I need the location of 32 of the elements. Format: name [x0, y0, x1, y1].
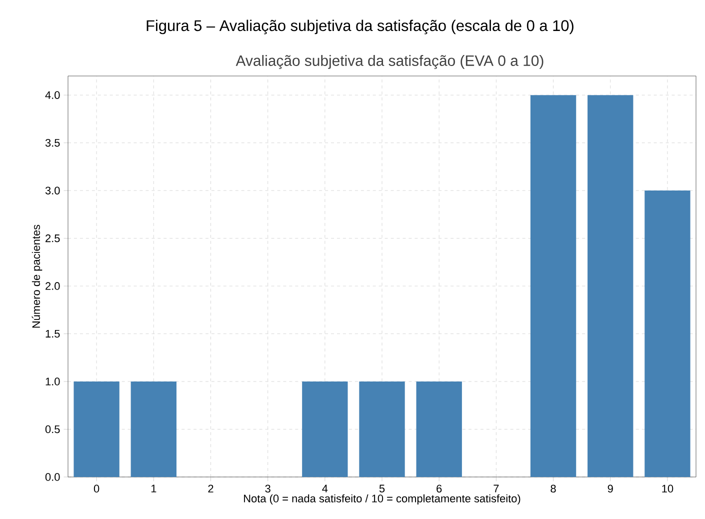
x-tick-label: 0 — [94, 484, 100, 493]
chart-subtitle: Avaliação subjetiva da satisfação (EVA 0 a 10) — [236, 54, 544, 69]
y-tick-label: 3.0 — [45, 186, 60, 194]
bar — [130, 382, 176, 477]
bar — [588, 95, 634, 477]
y-tick-label: 0.5 — [45, 425, 60, 434]
x-tick-label: 7 — [494, 484, 499, 492]
y-tick-label: 2.0 — [46, 282, 60, 290]
x-tick-label: 4 — [322, 484, 328, 492]
y-tick-label: 0.0 — [45, 473, 60, 481]
y-tick-label: 2.5 — [46, 234, 60, 242]
x-tick-label: 5 — [379, 484, 385, 492]
bar — [416, 382, 462, 477]
x-tick-label: 9 — [608, 484, 613, 493]
x-tick-label: 8 — [550, 484, 556, 493]
y-tick-label: 3.5 — [45, 138, 60, 147]
chart-title: Figura 5 – Avaliação subjetiva da satisfação (escala de 0 a 10) — [146, 20, 574, 34]
y-tick-label: 4.0 — [45, 91, 60, 99]
bar — [74, 382, 120, 477]
x-tick-label: 10 — [662, 484, 674, 493]
y-tick-label: 1.0 — [46, 378, 60, 386]
bar — [644, 190, 690, 477]
x-axis-title: Nota (0 = nada satisfeito / 10 = completamente satisfeito) — [244, 494, 520, 505]
x-tick-label: 2 — [208, 484, 214, 492]
x-tick-label: 6 — [436, 484, 442, 493]
x-tick-label: 3 — [265, 484, 270, 493]
bar — [302, 382, 348, 477]
bar — [359, 382, 405, 477]
bar — [530, 95, 576, 477]
y-tick-label: 1.5 — [46, 330, 60, 338]
x-tick-label: 1 — [151, 484, 156, 492]
y-axis-title: Número de pacientes — [32, 224, 42, 328]
